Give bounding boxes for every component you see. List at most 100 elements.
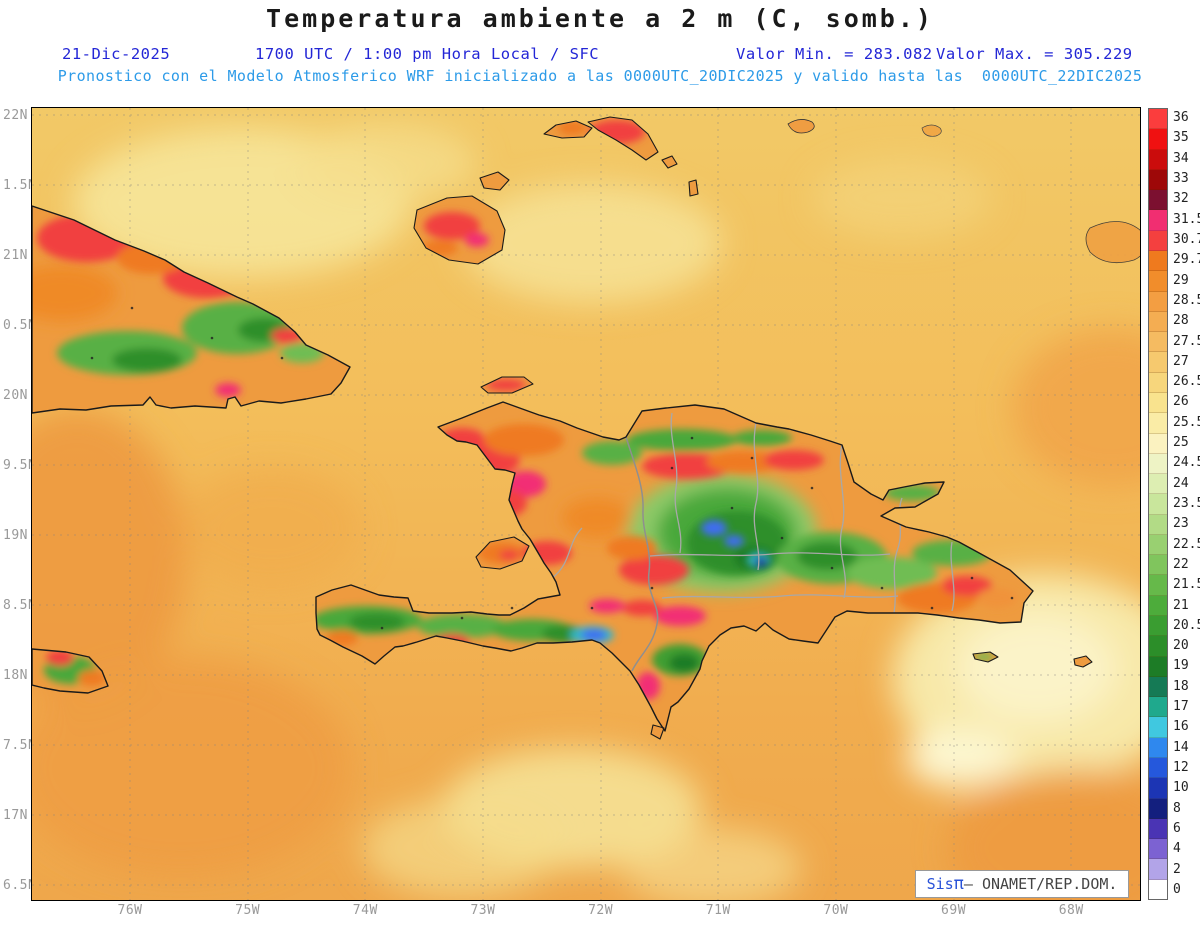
longitude-axis: 76W 75W 74W 73W 72W 71W 70W 69W 68W (32, 903, 1140, 923)
colorbar-cell (1149, 190, 1167, 211)
colorbar-tick-label: 30.7 (1173, 232, 1200, 247)
colorbar-cell (1149, 859, 1167, 880)
colorbar-cell (1149, 453, 1167, 475)
colorbar-tick-label: 14 (1173, 739, 1189, 755)
sea-temperature-shading (32, 123, 1140, 900)
colorbar-tick-label: 24.5 (1173, 455, 1200, 471)
colorbar-tick-label: 33 (1173, 171, 1189, 187)
colorbar-tick-label: 8 (1173, 800, 1181, 816)
colorbar-cell (1149, 291, 1167, 312)
colorbar-tick-label: 10 (1173, 780, 1189, 796)
colorbar-tick-label: 29 (1173, 272, 1189, 288)
colorbar-tick-label: 19 (1173, 658, 1189, 674)
latitude-axis: 22N 1.5N 21N 0.5N 20N 9.5N 19N 8.5N 18N 7.5N 17N 6.… (3, 108, 36, 900)
colorbar-cell (1149, 129, 1167, 150)
colorbar-cell (1149, 474, 1167, 495)
sispi-brand-label: Sis (926, 875, 954, 893)
colorbar-tick-label: 6 (1173, 820, 1181, 836)
lat-tick-label: 18N (3, 668, 28, 683)
colorbar-tick-label: 29.7 (1173, 252, 1200, 268)
lat-tick-label: 21N (3, 248, 28, 263)
colorbar-tick-label: 26.5 (1173, 374, 1200, 390)
colorbar-cell (1149, 534, 1167, 556)
colorbar-tick-label: 20.5 (1173, 617, 1200, 633)
colorbar-tick-label: 36 (1173, 110, 1189, 126)
colorbar-cell (1149, 575, 1167, 596)
lon-tick-label: 72W (588, 903, 614, 918)
colorbar-tick-label: 23.5 (1173, 496, 1200, 511)
map-plot-area (31, 107, 1141, 901)
temperature-colorbar (1148, 108, 1168, 900)
colorbar-tick-label: 28.5 (1173, 292, 1200, 308)
lat-tick-label: 9.5N (3, 458, 37, 473)
colorbar-tick-label: 16 (1173, 719, 1189, 735)
lon-tick-label: 71W (705, 903, 731, 918)
colorbar-cell (1149, 737, 1167, 758)
attribution-text: – ONAMET/REP.DOM. (963, 875, 1118, 893)
lon-tick-label: 73W (470, 903, 496, 918)
colorbar-cell (1149, 778, 1167, 799)
colorbar-tick-label: 26 (1173, 394, 1189, 410)
colorbar-tick-label: 22.5 (1173, 536, 1200, 552)
colorbar-cell (1149, 818, 1167, 840)
lon-tick-label: 74W (352, 903, 378, 918)
colorbar-cell (1149, 636, 1167, 657)
colorbar-cell (1149, 758, 1167, 779)
colorbar-tick-label: 27.5 (1173, 333, 1200, 349)
colorbar-tick-label: 25 (1173, 435, 1189, 451)
lat-tick-label: 6.5N (3, 878, 37, 893)
colorbar-cell (1149, 210, 1167, 231)
colorbar-cell (1149, 230, 1167, 251)
colorbar-cell (1149, 250, 1167, 272)
lon-tick-label: 68W (1058, 903, 1084, 918)
colorbar-scale-labels: 363534333231.530.729.72928.52827.52726.5… (1173, 108, 1200, 900)
colorbar-cell (1149, 656, 1167, 677)
model-init-line: Pronostico con el Modelo Atmosferico WRF… (57, 67, 1143, 85)
colorbar-tick-label: 17 (1173, 699, 1189, 715)
land-temperature-shading (32, 120, 1017, 700)
attribution-box: Sis π – ONAMET/REP.DOM. (915, 870, 1129, 898)
colorbar-cell (1149, 149, 1167, 170)
colorbar-cell (1149, 514, 1167, 535)
lon-tick-label: 69W (941, 903, 967, 918)
lon-tick-label: 76W (117, 903, 143, 918)
forecast-map (32, 108, 1140, 900)
colorbar-cell (1149, 433, 1167, 454)
colorbar-tick-label: 27 (1173, 353, 1189, 369)
colorbar-tick-label: 4 (1173, 841, 1181, 857)
lat-tick-label: 20N (3, 388, 28, 403)
colorbar-cell (1149, 271, 1167, 292)
colorbar-cell (1149, 595, 1167, 617)
colorbar-tick-label: 20 (1173, 638, 1189, 654)
page-title: Temperatura ambiente a 2 m (C, somb.) (266, 4, 934, 33)
lat-tick-label: 0.5N (3, 318, 37, 333)
colorbar-tick-label: 21.5 (1173, 577, 1200, 593)
lat-tick-label: 1.5N (3, 178, 37, 193)
colorbar-cell (1149, 697, 1167, 718)
colorbar-tick-label: 28 (1173, 313, 1189, 329)
colorbar-tick-label: 32 (1173, 191, 1189, 207)
map-speckles (90, 306, 1014, 630)
colorbar-cell (1149, 109, 1167, 130)
sea-contour-blobs (787, 119, 1140, 264)
colorbar-tick-label: 34 (1173, 150, 1189, 166)
colorbar-cell (1149, 616, 1167, 637)
colorbar-tick-label: 12 (1173, 760, 1189, 775)
colorbar-tick-label: 21 (1173, 597, 1189, 613)
colorbar-tick-label: 24 (1173, 475, 1189, 491)
colorbar-cell (1149, 555, 1167, 576)
colorbar-tick-label: 22 (1173, 556, 1189, 572)
forecast-time: 1700 UTC / 1:00 pm Hora Local / SFC (255, 45, 600, 63)
colorbar-cell (1149, 311, 1167, 333)
colorbar-cell (1149, 676, 1167, 698)
lat-tick-label: 19N (3, 528, 28, 543)
colorbar-cell (1149, 372, 1167, 393)
colorbar-tick-label: 25.5 (1173, 414, 1200, 430)
pi-icon: π (953, 873, 964, 894)
lon-tick-label: 70W (823, 903, 849, 918)
colorbar-cell (1149, 413, 1167, 434)
lat-tick-label: 22N (3, 108, 28, 123)
colorbar-cell (1149, 839, 1167, 860)
forecast-date: 21-Dic-2025 (62, 45, 171, 63)
